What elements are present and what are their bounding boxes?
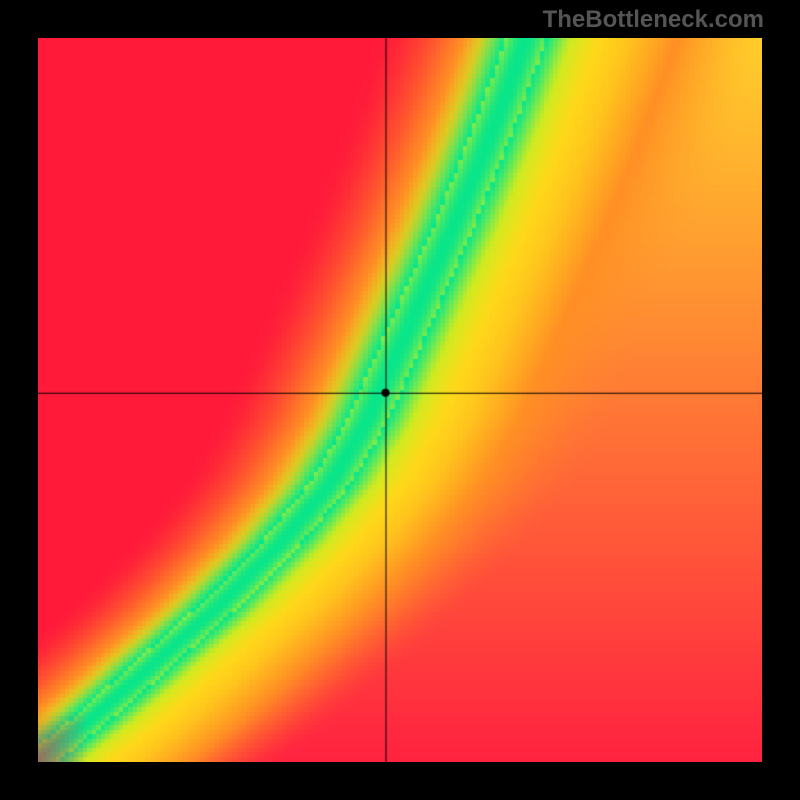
watermark-text: TheBottleneck.com — [543, 6, 764, 34]
bottleneck-heatmap — [38, 38, 762, 762]
chart-container: TheBottleneck.com — [0, 0, 800, 800]
